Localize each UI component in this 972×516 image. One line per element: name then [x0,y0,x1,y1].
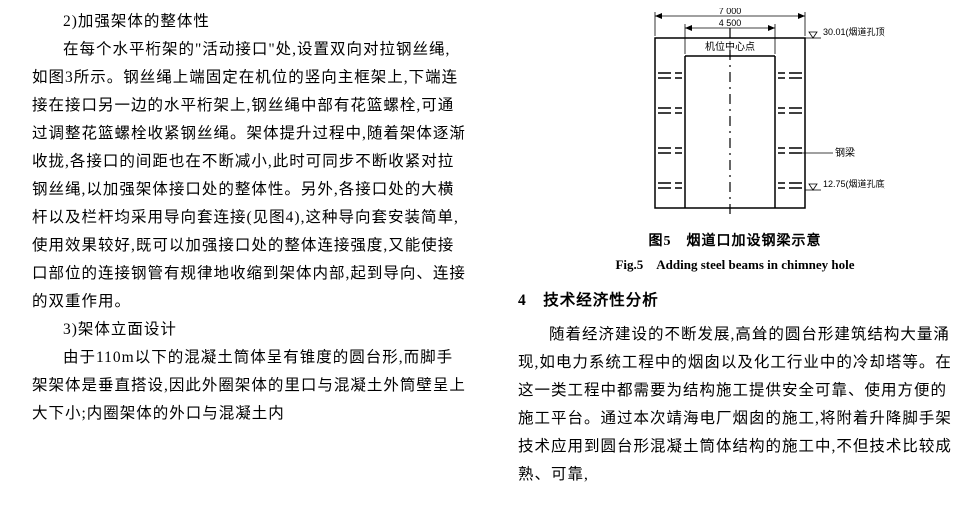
dim-inner-width: 4 500 [719,18,742,28]
elev-top: 30.01(烟道孔顶) [823,26,885,37]
subsection-2-title: 2)加强架体的整体性 [32,8,466,36]
center-label: 机位中心点 [705,40,755,53]
section-4-body: 随着经济建设的不断发展,高耸的圆台形建筑结构大量涌现,如电力系统工程中的烟囱以及… [518,321,952,489]
subsection-2-body: 在每个水平桁架的"活动接口"处,设置双向对拉钢丝绳,如图3所示。钢丝绳上端固定在… [32,36,466,316]
figure-5: 7 000 4 500 30.01(烟道孔顶) 12.75(烟道孔底) 机位中心… [518,8,952,273]
elev-bot: 12.75(烟道孔底) [823,178,885,189]
figure-5-caption-cn: 图5 烟道口加设钢梁示意 [649,230,822,250]
figure-5-caption-en: Fig.5 Adding steel beams in chimney hole [615,254,854,273]
beam-label: 钢梁 [835,146,855,159]
left-column: 2)加强架体的整体性 在每个水平桁架的"活动接口"处,设置双向对拉钢丝绳,如图3… [0,0,486,516]
figure-5-svg: 7 000 4 500 30.01(烟道孔顶) 12.75(烟道孔底) 机位中心… [585,8,885,226]
subsection-3-body: 由于110m以下的混凝土筒体呈有锥度的圆台形,而脚手架架体是垂直搭设,因此外圈架… [32,344,466,428]
dim-outer-width: 7 000 [719,8,742,16]
section-4-title: 4 技术经济性分析 [518,287,952,315]
right-column: 7 000 4 500 30.01(烟道孔顶) 12.75(烟道孔底) 机位中心… [486,0,972,516]
subsection-3-title: 3)架体立面设计 [32,316,466,344]
